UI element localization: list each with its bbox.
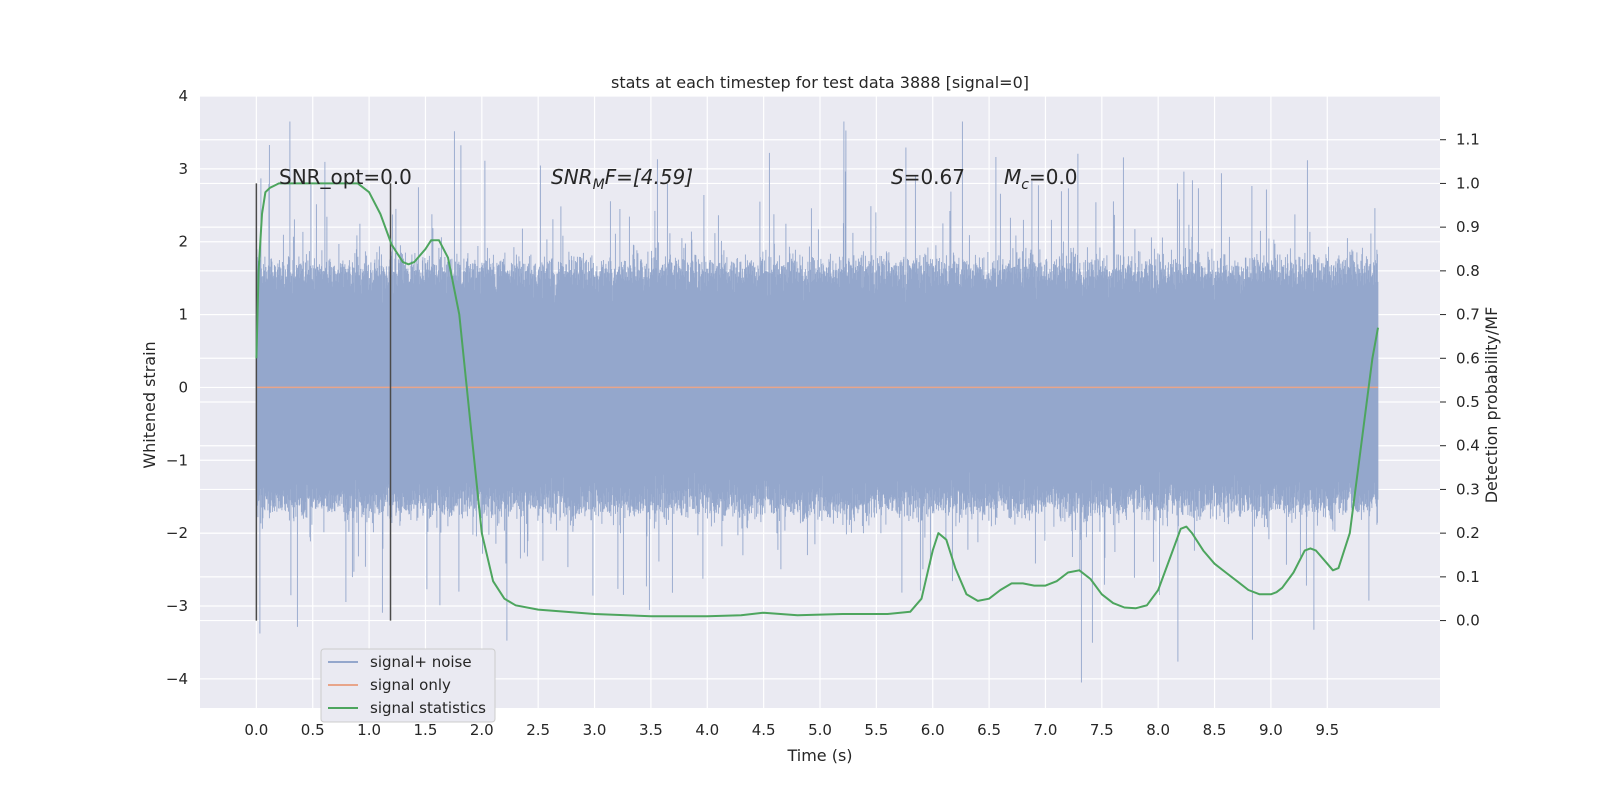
y2-tick-label: 0.8 <box>1456 262 1480 280</box>
y2-axis-label: Detection probability/MF <box>1482 307 1501 504</box>
x-tick-label: 4.0 <box>695 721 719 739</box>
x-tick-label: 6.5 <box>977 721 1001 739</box>
y2-tick-label: 0.5 <box>1456 393 1480 411</box>
annotation-mc-rest: =0.0 <box>1029 165 1078 189</box>
y-tick-label: −4 <box>166 670 188 688</box>
legend-label-signal-statistics: signal statistics <box>370 699 486 717</box>
x-tick-label: 8.5 <box>1203 721 1227 739</box>
x-tick-label: 4.5 <box>752 721 776 739</box>
x-tick-label: 0.5 <box>301 721 325 739</box>
annotation-snr-mf-base: SNR <box>551 165 593 189</box>
x-tick-label: 1.0 <box>357 721 381 739</box>
series-signal-statistics <box>255 182 1379 618</box>
chart-title: stats at each timestep for test data 388… <box>611 73 1029 92</box>
y2-tick-label: 0.9 <box>1456 218 1480 236</box>
y-tick-label: 0 <box>178 378 188 396</box>
x-tick-label: 2.0 <box>470 721 494 739</box>
statistics-line <box>255 182 1379 618</box>
y-axis-label: Whitened strain <box>140 341 159 468</box>
y-tick-label: −2 <box>166 524 188 542</box>
y2-tick-label: 0.2 <box>1456 524 1480 542</box>
y2-tick-label: 0.1 <box>1456 568 1480 586</box>
y-tick-label: −3 <box>166 597 188 615</box>
annotation-mc: Mc=0.0 <box>1004 165 1078 193</box>
marker-lines <box>255 183 392 621</box>
annotation-s-var: S <box>891 165 904 189</box>
y2-tick-label: 0.6 <box>1456 349 1480 367</box>
x-ticks: 0.0 0.5 1.0 1.5 2.0 2.5 3.0 3.5 4.0 4.5 5.0 5.5 6.0 6… <box>244 721 1339 739</box>
x-tick-label: 7.0 <box>1034 721 1058 739</box>
annotation-snr-mf-sub: M <box>593 177 605 193</box>
legend: signal+ noise signal only signal statist… <box>320 648 496 723</box>
x-tick-label: 6.0 <box>921 721 945 739</box>
x-tick-label: 1.5 <box>414 721 438 739</box>
y-tick-label: 4 <box>178 87 188 105</box>
y-tick-label: 2 <box>178 233 188 251</box>
annotation-s: S=0.67 <box>891 165 965 189</box>
y-tick-label: −1 <box>166 451 188 469</box>
y2-tick-label: 0.3 <box>1456 480 1480 498</box>
x-tick-label: 9.5 <box>1315 721 1339 739</box>
y2-tick-label: 1.0 <box>1456 174 1480 192</box>
x-tick-label: 5.5 <box>864 721 888 739</box>
y2-tick-label: 1.1 <box>1456 131 1480 149</box>
y-tick-label: 3 <box>178 160 188 178</box>
y-tick-label: 1 <box>178 306 188 324</box>
x-tick-label: 7.5 <box>1090 721 1114 739</box>
legend-label-signal-only: signal only <box>370 676 451 694</box>
x-tick-label: 0.0 <box>244 721 268 739</box>
x-tick-label: 2.5 <box>526 721 550 739</box>
y2-tick-label: 0.4 <box>1456 437 1480 455</box>
annotation-mc-sub: c <box>1021 177 1029 193</box>
x-tick-label: 3.0 <box>583 721 607 739</box>
x-axis-label: Time (s) <box>786 746 852 765</box>
annotation-snr-mf-rest: F=[4.59] <box>605 165 693 189</box>
y2-tick-label: 0.0 <box>1456 612 1480 630</box>
x-tick-label: 9.0 <box>1259 721 1283 739</box>
legend-label-signal-plus-noise: signal+ noise <box>370 653 472 671</box>
x-tick-label: 8.0 <box>1146 721 1170 739</box>
annotation-s-rest: =0.67 <box>904 165 965 189</box>
y2-ticks: 1.1 1.0 0.9 0.8 0.7 0.6 0.5 0.4 0.3 0.2 0.1 0.0 <box>1440 131 1480 630</box>
annotation-snr-opt: SNR_opt=0.0 <box>279 165 412 189</box>
x-tick-label: 3.5 <box>639 721 663 739</box>
y2-tick-label: 0.7 <box>1456 306 1480 324</box>
annotation-mc-var: M <box>1004 165 1021 189</box>
y-ticks: 4 3 2 1 0 −1 −2 −3 −4 <box>166 87 188 688</box>
x-tick-label: 5.0 <box>808 721 832 739</box>
legend-box <box>320 648 496 723</box>
annotation-snr-mf: SNRMF=[4.59] <box>551 165 693 193</box>
